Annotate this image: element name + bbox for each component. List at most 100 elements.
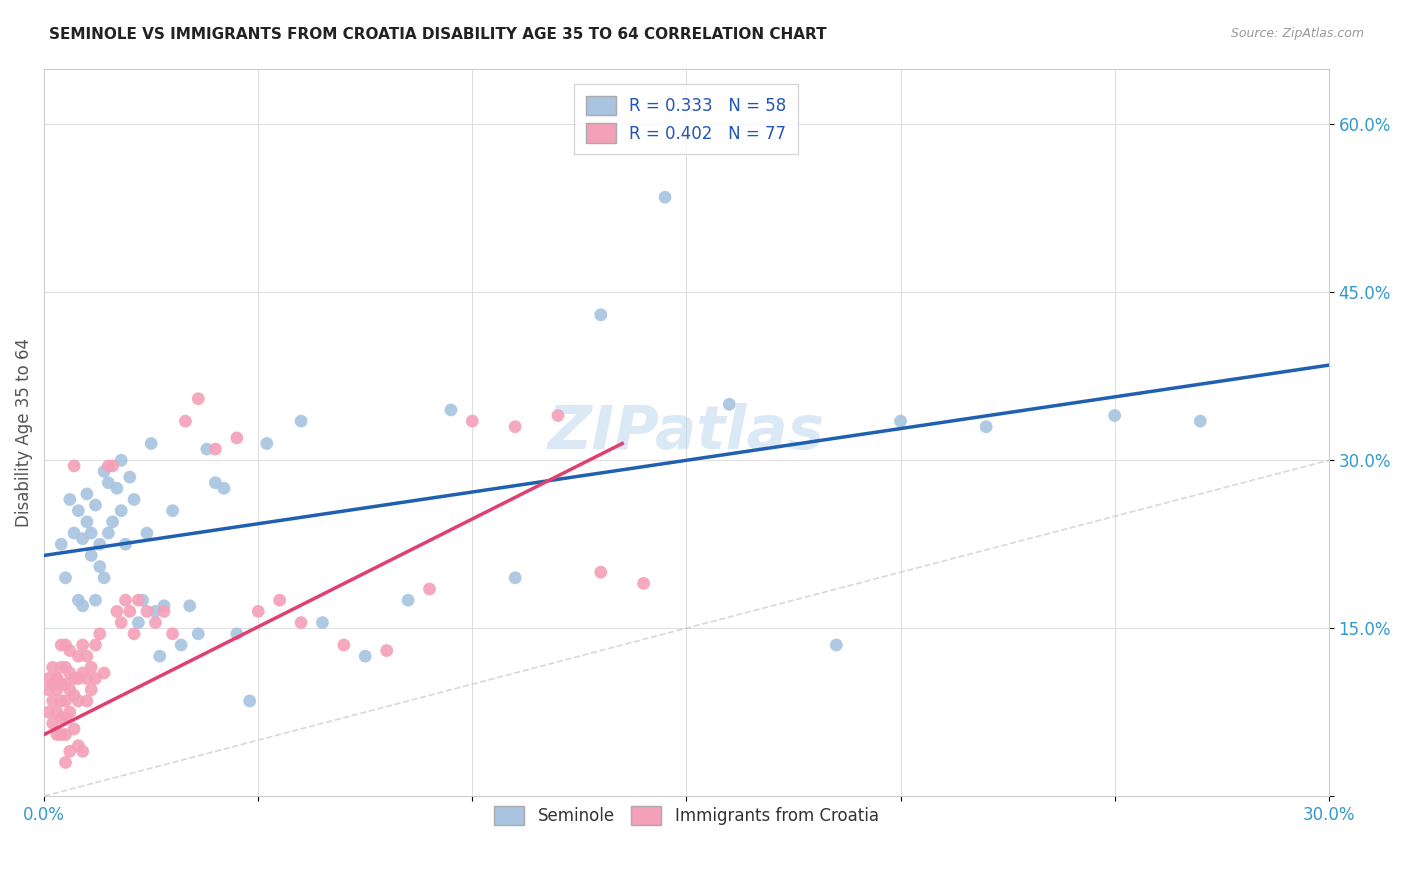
- Point: [974, 419, 997, 434]
- Point: [76, 515, 98, 529]
- Legend: Seminole, Immigrants from Croatia: Seminole, Immigrants from Croatia: [484, 796, 889, 835]
- Point: [256, 436, 278, 450]
- Point: [162, 503, 184, 517]
- Point: [418, 582, 440, 596]
- Point: [41, 694, 63, 708]
- Point: [633, 576, 655, 591]
- Point: [118, 470, 141, 484]
- Point: [101, 458, 124, 473]
- Point: [187, 392, 209, 406]
- Point: [89, 559, 111, 574]
- Point: [290, 615, 312, 630]
- Point: [589, 566, 612, 580]
- Point: [118, 604, 141, 618]
- Point: [135, 526, 157, 541]
- Point: [153, 604, 176, 618]
- Point: [105, 604, 128, 618]
- Point: [145, 615, 167, 630]
- Point: [354, 649, 377, 664]
- Point: [105, 481, 128, 495]
- Point: [187, 627, 209, 641]
- Point: [67, 672, 90, 686]
- Point: [46, 672, 69, 686]
- Point: [204, 442, 226, 456]
- Point: [547, 409, 569, 423]
- Point: [195, 442, 218, 456]
- Point: [247, 604, 270, 618]
- Point: [72, 744, 94, 758]
- Point: [46, 672, 69, 686]
- Point: [290, 414, 312, 428]
- Point: [41, 660, 63, 674]
- Y-axis label: Disability Age 35 to 64: Disability Age 35 to 64: [15, 338, 32, 527]
- Point: [127, 615, 149, 630]
- Point: [589, 308, 612, 322]
- Point: [41, 716, 63, 731]
- Point: [654, 190, 676, 204]
- Point: [212, 481, 235, 495]
- Point: [67, 739, 90, 753]
- Text: Source: ZipAtlas.com: Source: ZipAtlas.com: [1230, 27, 1364, 40]
- Point: [46, 705, 69, 719]
- Point: [63, 689, 86, 703]
- Point: [131, 593, 153, 607]
- Point: [80, 549, 103, 563]
- Point: [84, 638, 107, 652]
- Point: [46, 682, 69, 697]
- Point: [93, 465, 115, 479]
- Point: [162, 627, 184, 641]
- Point: [1189, 414, 1212, 428]
- Point: [461, 414, 484, 428]
- Point: [89, 537, 111, 551]
- Point: [51, 537, 73, 551]
- Point: [179, 599, 201, 613]
- Point: [1104, 409, 1126, 423]
- Text: SEMINOLE VS IMMIGRANTS FROM CROATIA DISABILITY AGE 35 TO 64 CORRELATION CHART: SEMINOLE VS IMMIGRANTS FROM CROATIA DISA…: [49, 27, 827, 42]
- Point: [153, 599, 176, 613]
- Point: [204, 475, 226, 490]
- Point: [67, 694, 90, 708]
- Point: [269, 593, 291, 607]
- Point: [59, 492, 82, 507]
- Point: [225, 627, 247, 641]
- Point: [72, 638, 94, 652]
- Point: [46, 727, 69, 741]
- Point: [503, 419, 526, 434]
- Point: [76, 672, 98, 686]
- Point: [67, 649, 90, 664]
- Point: [311, 615, 333, 630]
- Point: [110, 503, 132, 517]
- Point: [51, 677, 73, 691]
- Point: [440, 403, 463, 417]
- Point: [80, 682, 103, 697]
- Point: [72, 532, 94, 546]
- Point: [84, 593, 107, 607]
- Point: [51, 694, 73, 708]
- Point: [84, 498, 107, 512]
- Point: [145, 604, 167, 618]
- Point: [89, 627, 111, 641]
- Point: [101, 515, 124, 529]
- Point: [93, 665, 115, 680]
- Point: [84, 672, 107, 686]
- Point: [718, 397, 741, 411]
- Point: [55, 638, 77, 652]
- Point: [93, 571, 115, 585]
- Point: [135, 604, 157, 618]
- Point: [63, 458, 86, 473]
- Point: [141, 436, 163, 450]
- Point: [55, 727, 77, 741]
- Point: [37, 682, 59, 697]
- Point: [63, 526, 86, 541]
- Point: [174, 414, 197, 428]
- Point: [59, 665, 82, 680]
- Point: [59, 744, 82, 758]
- Point: [51, 638, 73, 652]
- Point: [67, 593, 90, 607]
- Point: [55, 571, 77, 585]
- Point: [122, 627, 145, 641]
- Point: [97, 526, 120, 541]
- Point: [503, 571, 526, 585]
- Point: [63, 672, 86, 686]
- Point: [72, 665, 94, 680]
